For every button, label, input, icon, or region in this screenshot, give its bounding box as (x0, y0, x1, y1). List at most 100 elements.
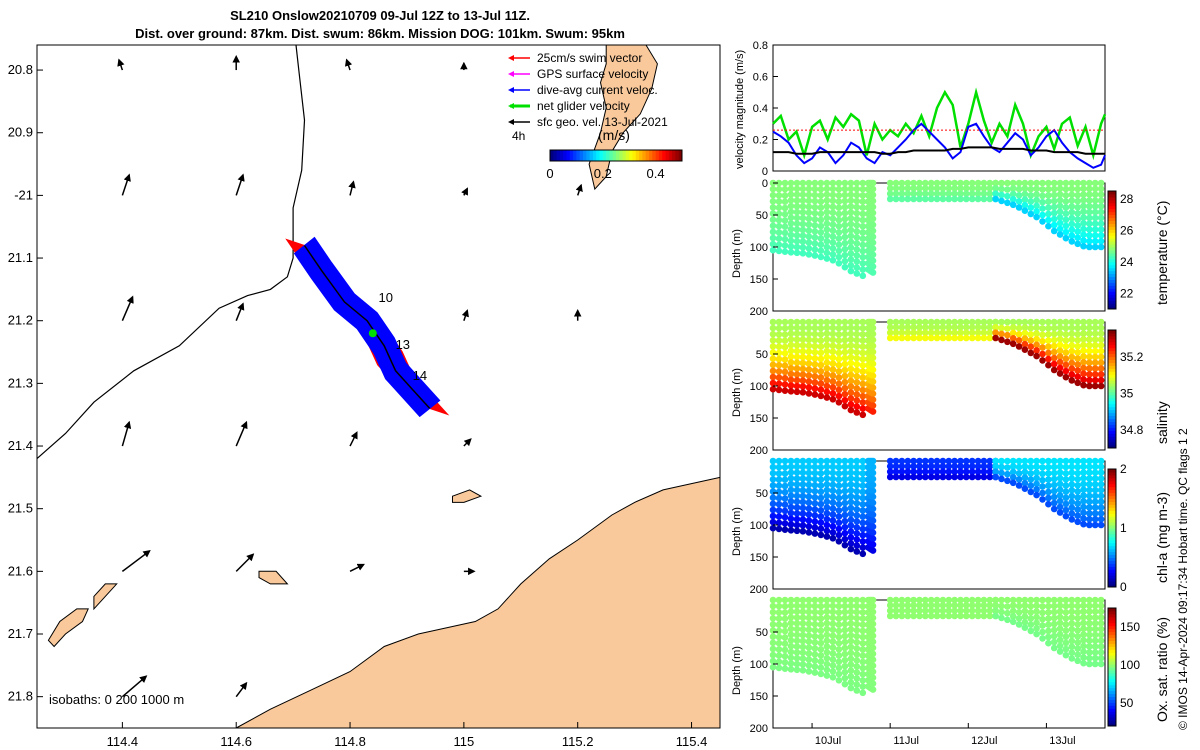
heatmap-2-cell-27 (781, 476, 789, 484)
heatmap-1-cell-171 (847, 318, 855, 326)
heatmap-3-cell-431 (1056, 642, 1064, 650)
heatmap-0-cell-286 (892, 179, 900, 187)
heatmap-3-cell-482 (1086, 625, 1093, 633)
heatmap-1-cell-494 (1091, 347, 1099, 355)
heatmap-2-cell-50 (793, 463, 801, 471)
heatmap-2-cell-212 (859, 513, 867, 520)
heatmap-0-y-tick-label-4: 200 (750, 306, 768, 318)
heatmap-0-cell-2 (769, 191, 777, 199)
heatmap-0-cell-174 (847, 197, 855, 204)
heatmap-3-cell-49 (793, 596, 801, 604)
heatmap-0-cell-100 (811, 252, 819, 259)
heatmap-3-cell-505 (1097, 620, 1105, 627)
heatmap-1-cell-120 (823, 353, 831, 361)
heatmap-0-cell-104 (817, 198, 825, 205)
heatmap-1-cell-479 (1086, 330, 1093, 337)
heatmap-3-cell-161 (841, 626, 849, 634)
heatmap-3-cell-80 (805, 626, 813, 633)
heatmap-2-colorbar-label: chl-a (mg m-3) (1154, 492, 1170, 583)
heatmap-2-cell-101 (817, 457, 825, 465)
heatmap-0-cell-134 (829, 215, 837, 222)
heatmap-1-cell-38 (787, 330, 795, 337)
heatmap-0-cell-115 (823, 185, 831, 193)
heatmap-0-cell-151 (835, 235, 843, 242)
heatmap-0-cell-473 (1080, 225, 1087, 233)
heatmap-1-cell-430 (1056, 358, 1064, 366)
heatmap-1-cell-319 (939, 324, 947, 331)
heatmap-2-cell-81 (805, 493, 813, 501)
heatmap-1-colorbar-cell-19 (1108, 389, 1116, 393)
heatmap-3-cell-447 (1068, 620, 1076, 627)
heatmap-1-cell-111 (817, 380, 825, 387)
heatmap-1-cell-325 (945, 334, 953, 342)
heatmap-0-colorbar-tick-3: 28 (1120, 192, 1134, 206)
heatmap-1-cell-431 (1056, 364, 1064, 372)
land-polygon-4 (452, 489, 483, 503)
heatmap-3-cell-200 (853, 675, 861, 682)
heatmap-0-cell-359 (992, 185, 999, 192)
heatmap-2-cell-125 (823, 521, 831, 529)
heatmap-1-cell-429 (1056, 353, 1064, 360)
heatmap-0-cell-83 (805, 227, 813, 234)
heatmap-0-cell-483 (1086, 214, 1093, 222)
heatmap-2-cell-211 (859, 507, 867, 514)
heatmap-0-cell-491 (1091, 191, 1099, 198)
heatmap-3-cell-189 (853, 608, 861, 616)
heatmap-1-colorbar-cell-29 (1108, 359, 1116, 363)
heatmap-0-cell-424 (1056, 185, 1064, 192)
heatmap-3-cell-206 (859, 615, 867, 622)
map-colorbar-cell-5 (566, 150, 571, 161)
heatmap-1-cell-110 (817, 374, 825, 381)
map-colorbar-cell-37 (672, 150, 676, 161)
heatmap-0-colorbar-cell-33 (1108, 208, 1116, 213)
heatmap-0-cell-472 (1080, 219, 1087, 227)
heatmap-3-cell-411 (1045, 627, 1052, 635)
heatmap-0-cell-128 (829, 179, 837, 187)
map-x-tick-label-1: 114.6 (220, 734, 252, 749)
heatmap-0-cell-187 (853, 179, 861, 187)
heatmap-1-cell-53 (793, 342, 801, 349)
heatmap-2-cell-360 (992, 468, 999, 476)
heatmap-3-cell-506 (1097, 625, 1105, 633)
heatmap-1-cell-10 (769, 379, 777, 387)
heatmap-0-cell-27 (781, 198, 789, 205)
heatmap-1-cell-137 (829, 372, 837, 379)
heatmap-0-cell-15 (775, 198, 783, 205)
legend-label-4: sfc geo. vel. 13-Jul-2021 (537, 115, 668, 129)
heatmap-2-colorbar-cell-28 (1108, 501, 1116, 505)
heatmap-2-cell-445 (1068, 469, 1076, 477)
heatmap-2-cell-130 (829, 469, 837, 477)
heatmap-1-cell-350 (986, 318, 994, 326)
heatmap-2-cell-351 (986, 463, 994, 470)
heatmap-1-colorbar-cell-10 (1108, 415, 1116, 419)
heatmap-2-y-tick-label-1: 100 (750, 520, 768, 532)
heatmap-0-cell-494 (1091, 208, 1099, 216)
heatmap-2-colorbar-cell-34 (1108, 483, 1116, 488)
map-colorbar-cell-7 (573, 150, 577, 161)
heatmap-0-cell-299 (910, 185, 917, 192)
heatmap-2-cell-124 (823, 515, 831, 523)
heatmap-0-cell-66 (799, 203, 807, 210)
current-vector-13 (121, 420, 132, 447)
heatmap-3-cell-147 (835, 627, 843, 635)
heatmap-2-y-tick-label-0: 50 (756, 488, 768, 500)
heatmap-0-cell-59 (793, 237, 801, 245)
map-colorbar-cell-28 (642, 150, 647, 161)
heatmap-1-cell-416 (1050, 330, 1058, 338)
heatmap-1-cell-141 (829, 396, 837, 403)
heatmap-3-ylabel: Depth (m) (731, 646, 743, 695)
heatmap-0-cell-143 (835, 185, 843, 193)
heatmap-0-cell-418 (1050, 203, 1058, 211)
heatmap-1-cell-312 (927, 329, 935, 337)
heatmap-1-cell-296 (904, 329, 912, 337)
heatmap-2-cell-362 (998, 457, 1005, 465)
heatmap-0-cell-214 (859, 247, 867, 255)
heatmap-2-cell-403 (1039, 483, 1046, 490)
heatmap-1-colorbar-cell-1 (1108, 442, 1116, 446)
heatmap-3-cell-124 (823, 654, 831, 662)
heatmap-0-cell-412 (1045, 216, 1052, 224)
heatmap-3-cell-152 (835, 658, 843, 666)
heatmap-1-cell-103 (817, 331, 825, 338)
heatmap-0-cell-449 (1068, 214, 1076, 222)
